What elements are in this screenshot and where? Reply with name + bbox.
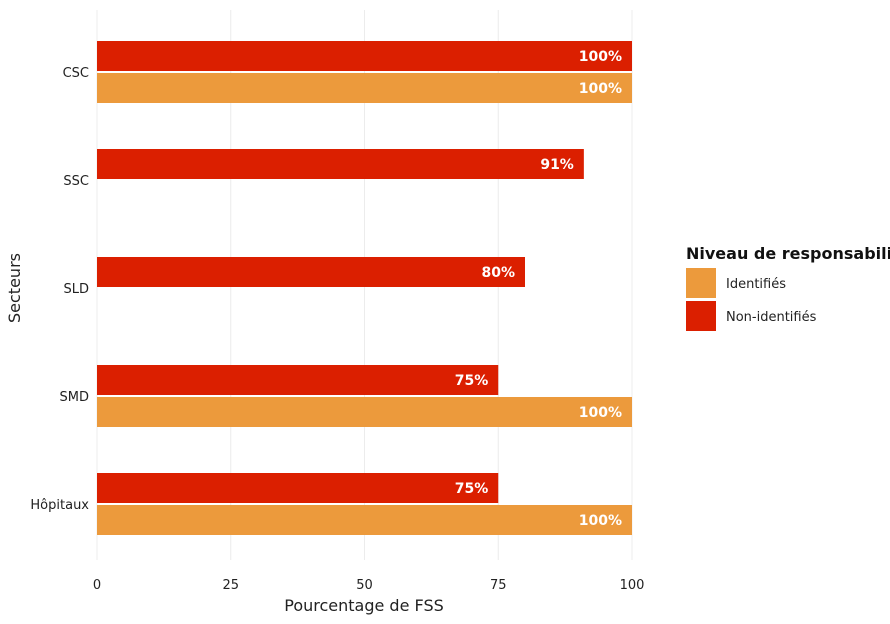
y-tick-label: SSC xyxy=(63,174,89,189)
legend-items: Identifiés Non-identifiés xyxy=(686,268,817,331)
bar xyxy=(97,365,499,395)
bar xyxy=(97,41,632,71)
bar-value-label: 100% xyxy=(579,49,622,65)
bar-value-label: 91% xyxy=(540,157,574,173)
x-tick-label: 100 xyxy=(620,578,645,593)
bars: 100% 91% 80% 75% 75% 100% 100% 100% xyxy=(97,41,632,535)
bar xyxy=(97,149,584,179)
bar xyxy=(97,473,499,503)
x-tick-label: 50 xyxy=(356,578,373,593)
bar-value-label: 75% xyxy=(455,481,489,497)
bar xyxy=(97,73,632,103)
bar-value-label: 80% xyxy=(481,265,515,281)
y-tick-label: SLD xyxy=(63,282,89,297)
legend-swatch xyxy=(686,268,716,298)
y-tick-label: Hôpitaux xyxy=(30,498,89,513)
y-tick-labels: CSC SSC SLD SMD Hôpitaux xyxy=(30,66,89,513)
y-axis-title: Secteurs xyxy=(5,253,24,323)
bar-value-label: 100% xyxy=(579,81,622,97)
legend: Niveau de responsabilité Identifiés Non-i… xyxy=(686,244,890,331)
x-tick-labels: 0 25 50 75 100 xyxy=(93,578,645,593)
legend-label: Identifiés xyxy=(726,277,786,292)
legend-label: Non-identifiés xyxy=(726,310,817,325)
bar xyxy=(97,505,632,535)
bar-value-label: 100% xyxy=(579,513,622,529)
x-tick-label: 0 xyxy=(93,578,101,593)
bar xyxy=(97,257,525,287)
x-axis-title: Pourcentage de FSS xyxy=(284,596,444,615)
y-tick-label: CSC xyxy=(63,66,89,81)
legend-swatch xyxy=(686,301,716,331)
x-tick-label: 75 xyxy=(490,578,507,593)
bar-value-label: 75% xyxy=(455,373,489,389)
y-tick-label: SMD xyxy=(60,390,89,405)
x-tick-label: 25 xyxy=(222,578,239,593)
legend-title: Niveau de responsabilité xyxy=(686,244,890,263)
bar xyxy=(97,397,632,427)
bar-value-label: 100% xyxy=(579,405,622,421)
